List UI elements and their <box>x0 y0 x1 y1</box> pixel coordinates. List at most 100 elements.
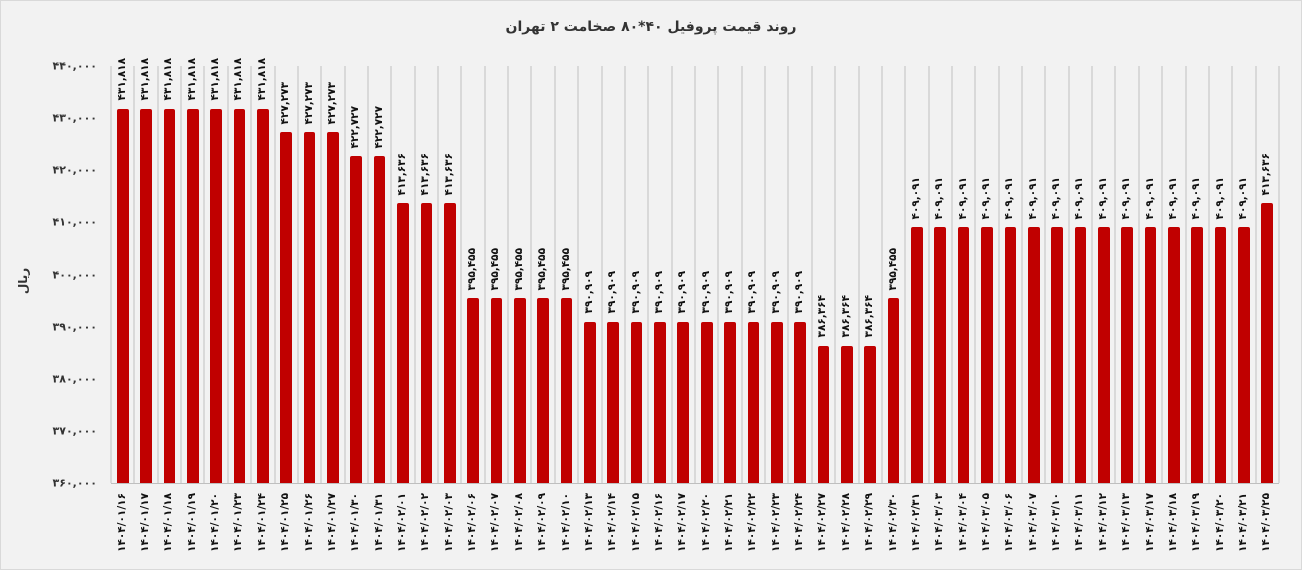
bar <box>233 108 246 483</box>
bar <box>210 108 222 483</box>
x-tick-label: ۱۴۰۴/۰۲/۱۰ <box>559 493 572 552</box>
grid-line <box>343 66 346 483</box>
bar <box>794 321 806 483</box>
grid-line <box>997 66 1000 483</box>
data-label: ۴۱۳,۶۳۶ <box>419 152 432 196</box>
bar <box>140 108 152 483</box>
data-label: ۳۹۰,۹۰۹ <box>699 271 712 314</box>
grid-line <box>927 66 930 483</box>
x-tick-label: ۱۴۰۴/۰۱/۳۰ <box>349 493 362 552</box>
x-tick-label: ۱۴۰۴/۰۱/۲۶ <box>302 493 315 552</box>
grid-line <box>904 66 907 483</box>
x-tick-label: ۱۴۰۴/۰۲/۲۱ <box>723 493 736 552</box>
x-tick-label: ۱۴۰۴/۰۲/۲۹ <box>863 493 876 552</box>
x-tick-label: ۱۴۰۴/۰۲/۲۷ <box>816 493 829 552</box>
bar <box>303 132 316 483</box>
x-tick-label: ۱۴۰۴/۰۲/۳۱ <box>909 493 922 552</box>
grid-line <box>530 66 533 483</box>
data-label: ۴۳۱,۸۱۸ <box>255 58 268 101</box>
x-tick-label: ۱۴۰۴/۰۳/۱۱ <box>1073 493 1086 552</box>
x-tick-label: ۱۴۰۴/۰۲/۲۰ <box>699 493 712 552</box>
x-tick-label: ۱۴۰۴/۰۲/۰۶ <box>466 493 479 552</box>
grid-line <box>647 66 650 483</box>
x-tick-label: ۱۴۰۴/۰۳/۰۶ <box>1003 493 1016 552</box>
x-tick-label: ۱۴۰۴/۰۱/۲۳ <box>232 493 245 552</box>
data-label: ۴۰۹,۰۹۱ <box>1236 176 1249 220</box>
x-tick-label: ۱۴۰۴/۰۲/۰۹ <box>536 493 549 552</box>
data-label: ۴۰۹,۰۹۱ <box>1213 176 1226 220</box>
grid-line <box>740 66 743 483</box>
grid-line <box>553 66 556 483</box>
data-label: ۴۰۹,۰۹۱ <box>1073 176 1086 220</box>
x-tick-label: ۱۴۰۴/۰۲/۲۳ <box>769 493 782 552</box>
bar <box>1214 227 1227 483</box>
grid-line <box>1207 66 1210 483</box>
grid-line <box>717 66 720 483</box>
grid-line <box>110 66 112 483</box>
bar <box>584 321 596 483</box>
bar <box>1168 227 1180 483</box>
data-label: ۳۹۰,۹۰۹ <box>652 271 665 314</box>
x-tick-label: ۱۴۰۴/۰۲/۰۱ <box>396 493 408 552</box>
x-tick-label: ۱۴۰۴/۰۱/۱۹ <box>185 493 198 552</box>
data-label: ۳۹۰,۹۰۹ <box>629 271 642 314</box>
x-tick-label: ۱۴۰۴/۰۱/۲۴ <box>255 493 268 552</box>
x-tick-label: ۱۴۰۴/۰۱/۱۷ <box>139 493 152 552</box>
data-label: ۴۰۹,۰۹۱ <box>1003 176 1016 220</box>
data-label: ۴۱۳,۶۳۶ <box>442 152 455 196</box>
bar <box>1121 227 1133 483</box>
bar <box>677 321 690 483</box>
grid-line <box>950 66 953 483</box>
bar <box>280 132 293 483</box>
grid-line <box>1184 66 1187 483</box>
x-tick-label: ۱۴۰۴/۰۲/۲۸ <box>839 493 852 552</box>
x-tick-label: ۱۴۰۴/۰۳/۰۴ <box>956 493 969 552</box>
bar <box>1004 227 1017 483</box>
grid-line <box>764 66 767 483</box>
grid-line <box>834 66 837 483</box>
x-tick-label: ۱۴۰۴/۰۱/۳۱ <box>372 493 385 552</box>
grid-line <box>1067 66 1070 483</box>
x-tick-label: ۱۴۰۴/۰۳/۰۳ <box>933 493 946 552</box>
y-tick-label: ۴۲۰,۰۰۰ <box>52 163 97 177</box>
grid-line <box>460 66 463 483</box>
data-label: ۳۹۰,۹۰۹ <box>676 271 689 314</box>
bar <box>630 321 643 483</box>
data-label: ۳۹۰,۹۰۹ <box>723 271 736 314</box>
bar <box>1261 203 1274 483</box>
grid-line <box>366 66 369 483</box>
data-label: ۴۰۹,۰۹۱ <box>933 176 946 220</box>
x-tick-label: ۱۴۰۴/۰۱/۱۸ <box>162 493 175 552</box>
data-label: ۴۳۱,۸۱۸ <box>115 58 128 101</box>
bar <box>1027 227 1040 483</box>
data-label: ۴۰۹,۰۹۱ <box>1143 176 1156 220</box>
data-label: ۳۹۵,۴۵۵ <box>512 247 525 291</box>
data-label: ۳۸۶,۳۶۴ <box>816 295 829 338</box>
bar <box>957 227 970 483</box>
x-tick-label: ۱۴۰۴/۰۳/۱۳ <box>1120 493 1133 552</box>
x-tick-label: ۱۴۰۴/۰۲/۰۲ <box>419 493 432 552</box>
y-tick-label: ۳۶۰,۰۰۰ <box>52 476 97 490</box>
grid-line <box>133 66 136 483</box>
data-label: ۴۲۲,۷۲۷ <box>372 105 385 149</box>
grid-line <box>1021 66 1024 483</box>
bar <box>327 132 339 483</box>
data-label: ۴۰۹,۰۹۱ <box>980 176 992 220</box>
chart-title: روند قیمت پروفیل ۴۰*۸۰ صخامت ۲ تهران <box>505 19 797 35</box>
grid-line <box>857 66 860 483</box>
plot-area: ۴۳۱,۸۱۸ ۴۳۱,۸۱۸ ۴۳۱,۸۱۸ ۴۳۱,۸۱۸ ۴۳۱,۸۱۸ ۴۳۱,۸… <box>110 58 1280 483</box>
data-label: ۴۳۱,۸۱۸ <box>232 58 245 101</box>
grid-line <box>203 66 206 483</box>
x-tick-label: ۱۴۰۴/۰۳/۲۱ <box>1236 493 1249 552</box>
grid-line <box>1254 66 1257 483</box>
x-tick-label: ۱۴۰۴/۰۳/۱۹ <box>1190 493 1203 552</box>
grid-line <box>1044 66 1047 483</box>
x-tick-label: ۱۴۰۴/۰۱/۲۵ <box>279 493 292 552</box>
bar <box>537 298 549 483</box>
y-tick-label: ۴۱۰,۰۰۰ <box>52 215 97 229</box>
x-tick-label: ۱۴۰۴/۰۲/۱۷ <box>676 493 689 552</box>
bar <box>887 298 900 483</box>
grid-line <box>390 66 393 483</box>
bar <box>981 227 993 483</box>
